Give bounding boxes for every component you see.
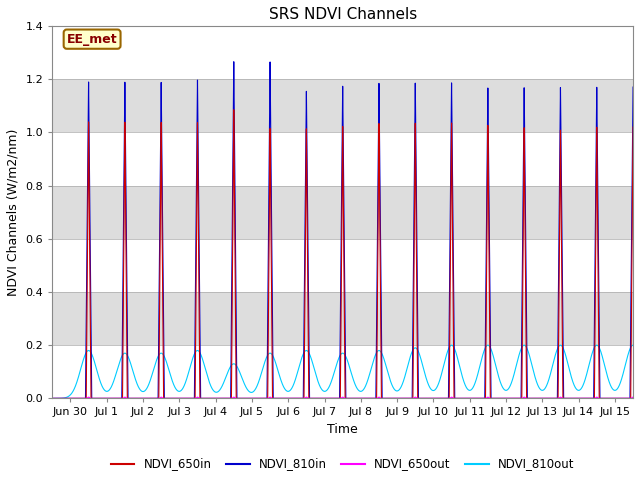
NDVI_650in — [564, 396, 572, 401]
NDVI_810out — [564, 362, 572, 368]
Bar — [52, 26, 633, 79]
Y-axis label: NDVI Channels (W/m2/nm): NDVI Channels (W/m2/nm) — [7, 129, 20, 296]
NDVI_650in — [606, 396, 614, 401]
Line: NDVI_650in: NDVI_650in — [52, 110, 633, 398]
NDVI_810out — [593, 342, 600, 348]
Line: NDVI_810out: NDVI_810out — [52, 345, 633, 398]
Text: EE_met: EE_met — [67, 33, 117, 46]
NDVI_650in — [525, 396, 532, 401]
NDVI_810out — [511, 369, 518, 374]
Line: NDVI_650out: NDVI_650out — [52, 397, 633, 398]
Bar — [52, 79, 633, 132]
NDVI_650out — [564, 396, 572, 401]
Legend: NDVI_650in, NDVI_810in, NDVI_650out, NDVI_810out: NDVI_650in, NDVI_810in, NDVI_650out, NDV… — [106, 453, 579, 475]
Bar — [52, 345, 633, 398]
NDVI_650out — [606, 396, 614, 401]
NDVI_810out — [49, 396, 56, 401]
NDVI_650in — [230, 107, 237, 113]
NDVI_810in — [511, 396, 518, 401]
Bar — [52, 292, 633, 345]
NDVI_810out — [195, 348, 203, 354]
NDVI_810out — [106, 386, 114, 392]
NDVI_650out — [195, 395, 203, 401]
NDVI_810in — [564, 396, 572, 401]
NDVI_650in — [49, 396, 56, 401]
NDVI_650in — [511, 396, 518, 401]
NDVI_810out — [525, 351, 532, 357]
Line: NDVI_810in: NDVI_810in — [52, 62, 633, 398]
NDVI_650out — [511, 396, 518, 401]
NDVI_810out — [629, 342, 637, 348]
Bar — [52, 132, 633, 186]
NDVI_650in — [629, 124, 637, 130]
NDVI_650out — [629, 394, 637, 400]
NDVI_810in — [49, 396, 56, 401]
Bar — [52, 186, 633, 239]
NDVI_810in — [629, 84, 637, 90]
NDVI_650out — [106, 396, 114, 401]
NDVI_650out — [49, 396, 56, 401]
NDVI_650out — [525, 396, 532, 401]
Bar — [52, 239, 633, 292]
NDVI_650in — [106, 396, 114, 401]
NDVI_810in — [195, 242, 203, 248]
Title: SRS NDVI Channels: SRS NDVI Channels — [269, 7, 417, 22]
NDVI_810in — [525, 396, 532, 401]
NDVI_650in — [195, 307, 203, 313]
NDVI_810in — [230, 59, 237, 65]
NDVI_810in — [106, 396, 114, 401]
NDVI_810out — [606, 381, 614, 386]
NDVI_810in — [606, 396, 614, 401]
X-axis label: Time: Time — [327, 423, 358, 436]
